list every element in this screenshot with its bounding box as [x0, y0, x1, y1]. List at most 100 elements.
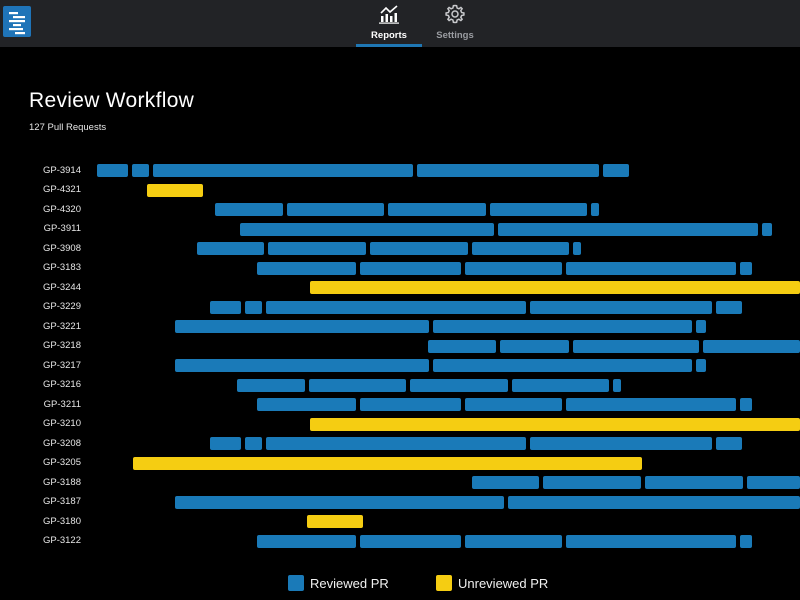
reviewed-segment[interactable]	[566, 398, 736, 411]
row-label-gp-3211: GP-3211	[43, 398, 81, 410]
reviewed-segment[interactable]	[740, 398, 752, 411]
reviewed-segment[interactable]	[97, 164, 128, 177]
reviewed-segment[interactable]	[530, 300, 712, 314]
page-title: Review Workflow	[29, 89, 195, 112]
reviewed-segment[interactable]	[603, 164, 629, 177]
tab-settings[interactable]: Settings	[426, 0, 484, 47]
reviewed-segment[interactable]	[132, 164, 149, 177]
legend-label-reviewed: Reviewed PR	[310, 575, 389, 591]
row-label-gp-3914: GP-3914	[42, 164, 81, 176]
reviewed-segment[interactable]	[175, 320, 429, 333]
reviewed-segment[interactable]	[175, 359, 429, 372]
reviewed-segment[interactable]	[696, 320, 706, 333]
reviewed-segment[interactable]	[465, 398, 562, 411]
reviewed-segment[interactable]	[508, 495, 800, 509]
reviewed-segment[interactable]	[465, 534, 562, 548]
reviewed-segment[interactable]	[287, 203, 384, 216]
reviewed-segment[interactable]	[500, 339, 569, 353]
reviewed-segment[interactable]	[410, 378, 508, 392]
reviewed-segment[interactable]	[428, 339, 496, 353]
tab-reports[interactable]: Reports	[356, 0, 422, 47]
reviewed-segment[interactable]	[370, 242, 468, 255]
page-subtitle: 127 Pull Requests	[29, 122, 107, 133]
unreviewed-segment[interactable]	[147, 183, 203, 197]
reviewed-segment[interactable]	[210, 300, 241, 314]
reviewed-segment[interactable]	[215, 203, 283, 216]
unreviewed-segment[interactable]	[310, 417, 800, 431]
unreviewed-segment[interactable]	[310, 281, 800, 294]
top-navigation-bar: Reports Settings	[0, 0, 800, 47]
reviewed-segment[interactable]	[566, 261, 736, 275]
row-label-gp-3205: GP-3205	[42, 457, 81, 468]
reviewed-segment[interactable]	[417, 164, 599, 177]
reviewed-segment[interactable]	[245, 437, 262, 450]
reviewed-segment[interactable]	[309, 378, 406, 392]
legend-swatch-reviewed	[288, 575, 304, 591]
reviewed-segment[interactable]	[498, 222, 758, 236]
reviewed-segment[interactable]	[703, 339, 800, 353]
reviewed-segment[interactable]	[433, 359, 692, 372]
reviewed-segment[interactable]	[360, 534, 461, 548]
reviewed-segment[interactable]	[566, 534, 736, 548]
reviewed-segment[interactable]	[257, 398, 356, 411]
reviewed-segment[interactable]	[573, 339, 699, 353]
unreviewed-segment[interactable]	[307, 515, 363, 528]
reviewed-segment[interactable]	[175, 495, 504, 509]
reviewed-segment[interactable]	[472, 476, 539, 489]
reviewed-segment[interactable]	[740, 261, 752, 275]
row-label-gp-3908: GP-3908	[42, 242, 81, 254]
reviewed-segment[interactable]	[645, 476, 743, 489]
unreviewed-segment[interactable]	[133, 456, 642, 470]
reviewed-segment[interactable]	[153, 164, 413, 177]
reviewed-segment[interactable]	[465, 261, 562, 275]
row-label-gp-3208: GP-3208	[42, 437, 81, 449]
row-label-gp-3217: GP-3217	[42, 359, 81, 371]
reviewed-segment[interactable]	[257, 534, 356, 548]
reviewed-segment[interactable]	[716, 437, 742, 450]
reviewed-segment[interactable]	[245, 300, 262, 314]
reviewed-segment[interactable]	[762, 222, 772, 236]
legend-item-unreviewed[interactable]: Unreviewed PR	[436, 575, 548, 591]
row-label-gp-3183: GP-3183	[42, 262, 81, 273]
tab-settings-label: Settings	[436, 30, 474, 41]
reviewed-segment[interactable]	[360, 261, 461, 275]
row-label-gp-3244: GP-3244	[42, 281, 81, 293]
reviewed-segment[interactable]	[740, 534, 752, 548]
row-label-gp-3187: GP-3187	[42, 496, 81, 507]
active-tab-indicator	[356, 44, 422, 47]
chart-icon	[378, 3, 400, 25]
legend-label-unreviewed: Unreviewed PR	[458, 575, 549, 591]
row-label-gp-4320: GP-4320	[42, 203, 81, 215]
row-label-gp-3210: GP-3210	[42, 418, 81, 429]
reviewed-segment[interactable]	[696, 359, 706, 372]
row-label-gp-3229: GP-3229	[42, 301, 81, 312]
reviewed-segment[interactable]	[210, 437, 241, 450]
reviewed-segment[interactable]	[747, 476, 800, 489]
reviewed-segment[interactable]	[257, 261, 356, 275]
reviewed-segment[interactable]	[591, 203, 599, 216]
reviewed-segment[interactable]	[530, 437, 712, 450]
reviewed-segment[interactable]	[613, 378, 621, 392]
reviewed-segment[interactable]	[490, 203, 587, 216]
reviewed-segment[interactable]	[240, 222, 494, 236]
reviewed-segment[interactable]	[197, 242, 264, 255]
reviewed-segment[interactable]	[716, 300, 742, 314]
legend-swatch-unreviewed	[436, 575, 452, 591]
app-logo-icon[interactable]	[3, 6, 31, 37]
legend-item-reviewed[interactable]: Reviewed PR	[288, 575, 389, 591]
reviewed-segment[interactable]	[237, 378, 305, 392]
reviewed-segment[interactable]	[266, 300, 526, 314]
reviewed-segment[interactable]	[573, 242, 581, 255]
reviewed-segment[interactable]	[472, 242, 569, 255]
row-label-gp-3180: GP-3180	[42, 515, 81, 527]
row-label-gp-4321: GP-4321	[42, 184, 81, 195]
row-label-gp-3188: GP-3188	[42, 476, 81, 488]
reviewed-segment[interactable]	[268, 242, 366, 255]
reviewed-segment[interactable]	[512, 378, 609, 392]
reviewed-segment[interactable]	[266, 437, 526, 450]
reviewed-segment[interactable]	[433, 320, 692, 333]
reviewed-segment[interactable]	[388, 203, 486, 216]
reviewed-segment[interactable]	[543, 476, 641, 489]
reviewed-segment[interactable]	[360, 398, 461, 411]
row-label-gp-3218: GP-3218	[42, 340, 81, 351]
